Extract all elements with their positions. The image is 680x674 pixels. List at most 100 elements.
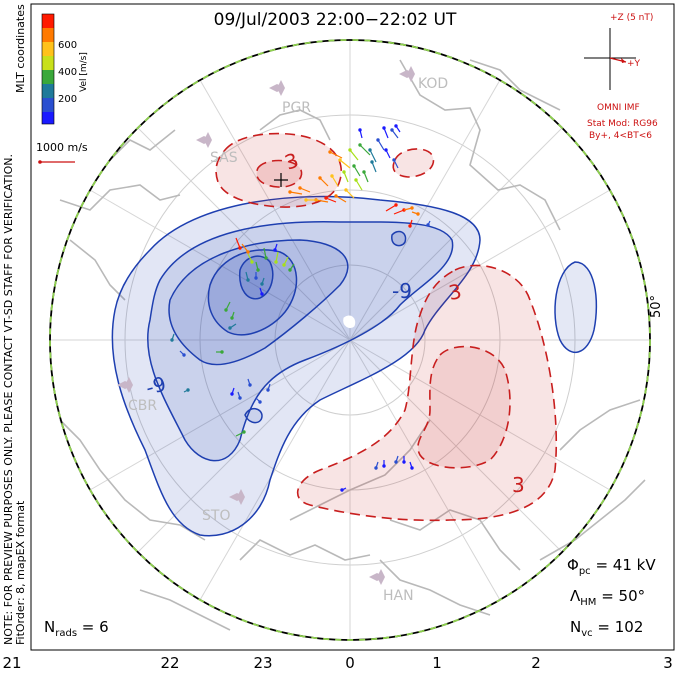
velocity-vector-origin bbox=[402, 460, 406, 464]
velocity-vector-origin bbox=[340, 488, 344, 492]
hm-boundary-dashes bbox=[49, 39, 651, 641]
velocity-vector bbox=[331, 175, 339, 187]
velocity-vector-origin bbox=[328, 150, 332, 154]
velocity-vector-origin bbox=[282, 263, 286, 267]
velocity-vector bbox=[369, 149, 377, 163]
velocity-vector-origin bbox=[182, 353, 186, 357]
stat-n-vc: Nvc = 102 bbox=[570, 618, 643, 639]
velocity-vector-origin bbox=[254, 276, 258, 280]
velocity-vector bbox=[235, 237, 241, 249]
velocity-vector-origin bbox=[392, 158, 396, 162]
velocity-vector bbox=[353, 165, 361, 177]
velocity-vector bbox=[343, 171, 349, 183]
velocity-vector-origin bbox=[324, 196, 328, 200]
mlt-meridians bbox=[50, 40, 650, 640]
velocity-vector-origin bbox=[318, 176, 322, 180]
velocity-vector-origin bbox=[246, 250, 250, 254]
velocity-vector-origin bbox=[348, 148, 352, 152]
velocity-vector-origin bbox=[298, 186, 302, 190]
velocity-vector bbox=[339, 159, 351, 169]
colorbar-swatch-0 bbox=[42, 14, 54, 28]
pos-cell-main bbox=[296, 264, 558, 522]
colorbar-label: Vel [m/s] bbox=[79, 52, 89, 92]
velocity-vector-origin bbox=[242, 430, 246, 434]
velocity-vector-origin bbox=[390, 128, 394, 132]
velocity-vector-origin bbox=[334, 194, 338, 198]
station-label-kod: KOD bbox=[418, 76, 448, 92]
station-cbr: CBR bbox=[117, 377, 157, 414]
velocity-vectors bbox=[170, 124, 431, 492]
neg-contour-outer bbox=[111, 195, 481, 537]
velocity-vector-origin bbox=[394, 460, 398, 464]
pos-cell-top-inner bbox=[255, 159, 303, 188]
mlt-tick-23: 23 bbox=[253, 654, 272, 672]
stat-phi-pc: Φpc = 41 kV bbox=[567, 556, 656, 577]
velocity-vector-origin bbox=[246, 278, 250, 282]
velocity-vector-origin bbox=[408, 224, 412, 228]
velocity-vector-origin bbox=[228, 326, 232, 330]
station-label-cbr: CBR bbox=[128, 398, 157, 414]
imf-source: OMNI IMF bbox=[597, 103, 640, 113]
negative-cell bbox=[111, 195, 598, 537]
velocity-vector-origin bbox=[376, 138, 380, 142]
velocity-vector-origin bbox=[410, 206, 414, 210]
velocity-vector-origin bbox=[370, 160, 374, 164]
plot-frame bbox=[30, 3, 675, 651]
colorbar-border bbox=[41, 13, 55, 125]
velocity-vector bbox=[345, 189, 355, 199]
velocity-vector-origin bbox=[186, 388, 190, 392]
velocity-vector bbox=[385, 204, 397, 212]
velocity-vector-origin bbox=[382, 464, 386, 468]
velocity-vector-origin bbox=[220, 350, 224, 354]
velocity-vector-origin bbox=[250, 260, 254, 264]
velocity-vector-origin bbox=[344, 188, 348, 192]
latitude-label: 50° bbox=[649, 295, 664, 318]
contour-label-neg-right: -9 bbox=[392, 279, 412, 303]
velocity-vector-origin bbox=[394, 124, 398, 128]
colorbar-swatch-4 bbox=[42, 70, 54, 84]
velocity-vector-origin bbox=[264, 256, 268, 260]
neg-small-island bbox=[391, 230, 407, 247]
colorbar-swatch-2 bbox=[42, 42, 54, 56]
velocity-vector bbox=[359, 144, 371, 156]
velocity-vector bbox=[383, 127, 389, 139]
fit-order-note: FitOrder: 8, mapEX format bbox=[14, 500, 27, 645]
velocity-vector-origin bbox=[230, 316, 234, 320]
velocity-vector bbox=[393, 209, 405, 215]
velocity-vector-origin bbox=[384, 148, 388, 152]
colorbar-swatch-6 bbox=[42, 98, 54, 112]
colorbar-swatch-1 bbox=[42, 28, 54, 42]
velocity-vector-origin bbox=[410, 466, 414, 470]
station-label-pgr: PGR bbox=[282, 100, 311, 116]
velocity-vector-origin bbox=[238, 246, 242, 250]
mlt-tick-2: 2 bbox=[531, 654, 541, 672]
contour-label-pos-right: 3 bbox=[447, 279, 464, 305]
mlt-axis: 21 22 23 0 1 2 3 bbox=[2, 654, 672, 672]
velocity-vector-origin bbox=[274, 260, 278, 264]
velocity-vector bbox=[325, 197, 337, 203]
velocity-vector-origin bbox=[358, 128, 362, 132]
velocity-vector-origin bbox=[238, 396, 242, 400]
velocity-vector-origin bbox=[342, 170, 346, 174]
positive-cells bbox=[215, 132, 558, 522]
velocity-vector-origin bbox=[362, 170, 366, 174]
velocity-vector bbox=[377, 139, 385, 151]
station-label-sto: STO bbox=[202, 508, 230, 524]
imf-diagram: +Z (5 nT) +Y OMNI IMF Stat Mod: RG96 By+… bbox=[584, 13, 658, 141]
colorbar-tick-600: 600 bbox=[58, 40, 77, 51]
neg-small-blob bbox=[244, 408, 263, 424]
stat-lambda-hm: ΛHM = 50° bbox=[570, 587, 645, 608]
pos-cell-top-small bbox=[392, 148, 435, 178]
velocity-vector-origin bbox=[358, 143, 362, 147]
velocity-vector-origin bbox=[248, 383, 252, 387]
velocity-vector-origin bbox=[374, 466, 378, 470]
pos-cell-top bbox=[215, 132, 342, 208]
velocity-vector bbox=[363, 171, 369, 183]
station-label-sas: SAS bbox=[210, 150, 238, 166]
colorbar-swatch-3 bbox=[42, 56, 54, 70]
velocity-vector-origin bbox=[256, 268, 260, 272]
station-han: HAN bbox=[369, 569, 414, 604]
velocity-vector bbox=[289, 191, 303, 195]
mlt-tick-1: 1 bbox=[432, 654, 442, 672]
mlt-tick-3: 3 bbox=[663, 654, 673, 672]
